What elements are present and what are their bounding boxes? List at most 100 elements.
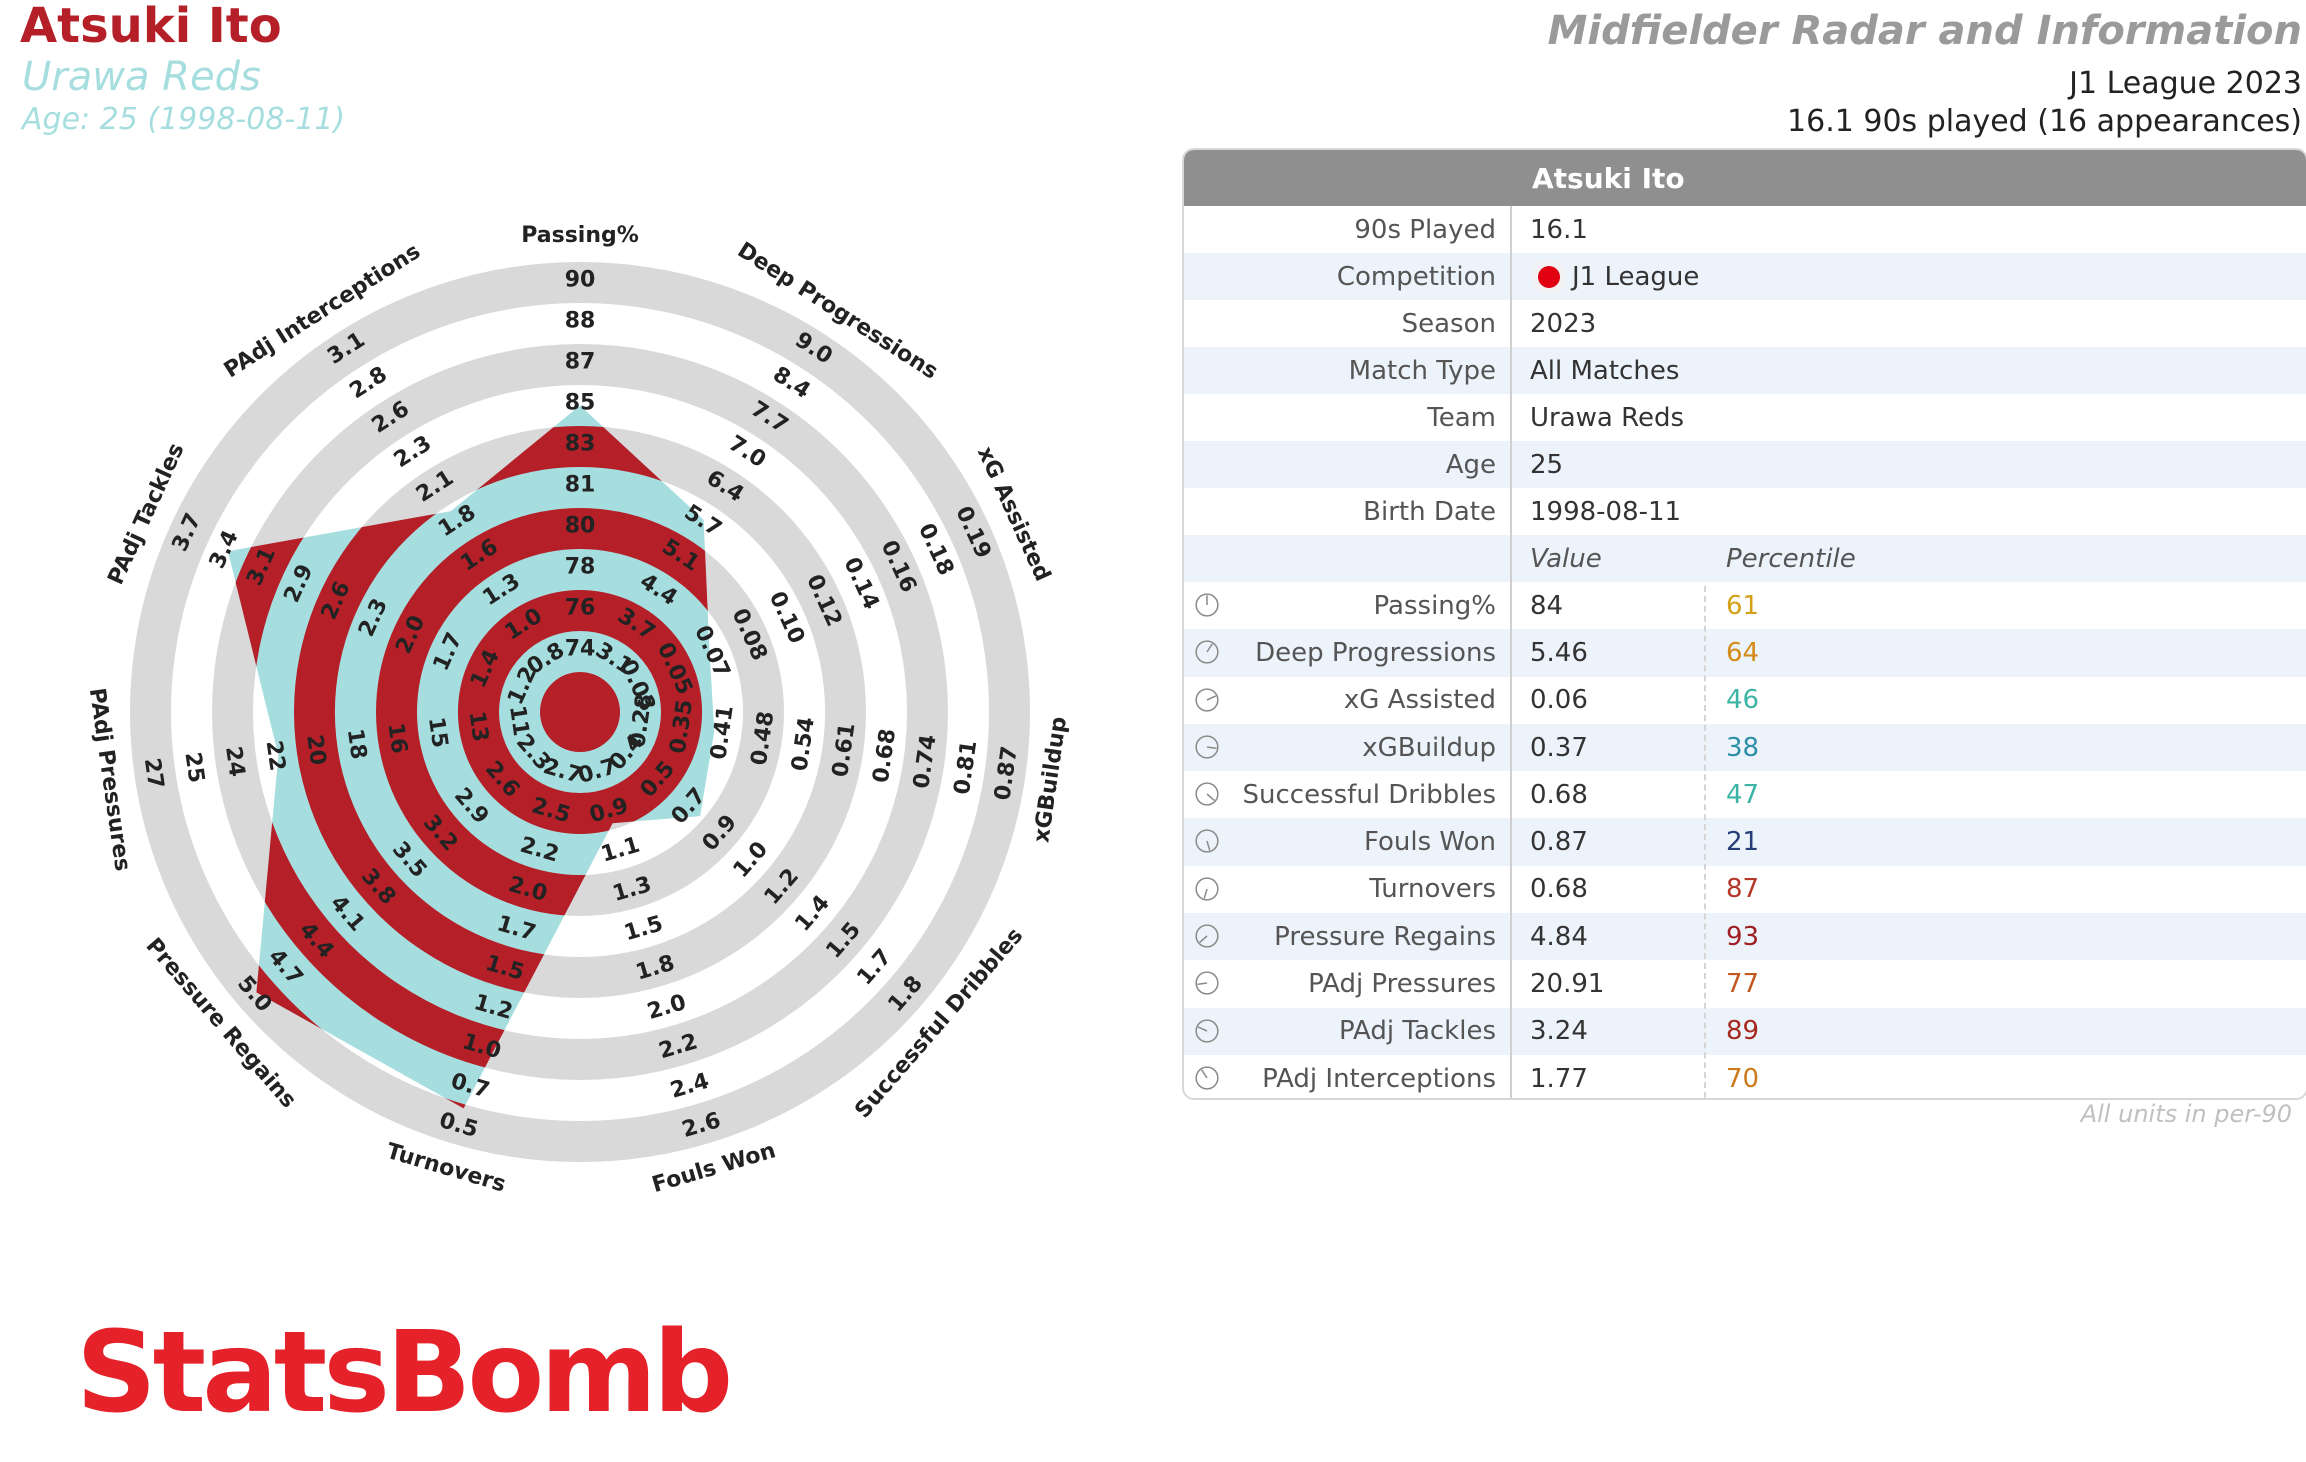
info-label: Competition <box>1336 261 1496 292</box>
metric-value: 84 <box>1530 590 1564 621</box>
metric-value: 20.91 <box>1530 969 1605 1000</box>
radar-metric-label: Passing% <box>521 223 639 248</box>
info-value-text: Urawa Reds <box>1530 402 1685 433</box>
clock-icon <box>1195 1066 1219 1090</box>
age-line: Age: 25 (1998-08-11) <box>22 102 346 137</box>
radar-tick-label: 20 <box>301 733 330 767</box>
info-value: 25 <box>1530 450 1563 480</box>
metric-percentile: 70 <box>1726 1063 1760 1094</box>
metric-value: 5.46 <box>1530 637 1588 668</box>
metric-percentile: 77 <box>1726 969 1760 1000</box>
column-divider <box>1510 206 1512 1098</box>
radar-tick-label: 2.0 <box>645 990 689 1025</box>
metric-label: Passing% <box>1373 590 1496 621</box>
radar-tick-label: 18 <box>342 727 371 761</box>
team-name: Urawa Reds <box>22 54 261 100</box>
clock-icon <box>1195 640 1219 664</box>
radar-tick-label: 0.68 <box>869 727 901 784</box>
metric-percentile: 89 <box>1726 1016 1760 1047</box>
metric-row: PAdj Pressures 20.91 77 <box>1184 960 2306 1007</box>
radar-tick-label: 0.54 <box>787 715 819 772</box>
radar-tick-label: 24 <box>220 745 249 779</box>
metric-row: Fouls Won 0.87 21 <box>1184 818 2306 866</box>
radar-metric-label: PAdj Pressures <box>84 686 135 872</box>
player-name: Atsuki Ito <box>20 0 282 54</box>
metric-row: Successful Dribbles 0.68 47 <box>1184 771 2306 818</box>
clock-icon <box>1195 924 1219 948</box>
metric-label: PAdj Tackles <box>1339 1016 1496 1047</box>
info-label: Team <box>1427 402 1496 433</box>
info-row: Competition J1 League <box>1184 253 2306 300</box>
metric-label: Deep Progressions <box>1255 637 1496 668</box>
radar-red-rings <box>227 405 715 1109</box>
metric-label: xG Assisted <box>1343 685 1496 716</box>
table-rows: 90s Played 16.1 Competition J1 League Se… <box>1184 206 2306 1098</box>
metric-percentile: 46 <box>1726 685 1760 716</box>
statsbomb-logo: StatsBomb <box>76 1308 733 1438</box>
metric-value: 0.06 <box>1530 685 1588 716</box>
metric-label: Successful Dribbles <box>1242 779 1497 810</box>
info-value-text: J1 League <box>1572 261 1700 292</box>
info-row: Age 25 <box>1184 441 2306 488</box>
radar-tick-label: 1.1 <box>598 833 642 868</box>
radar-tick-label: 27 <box>139 756 168 790</box>
info-value: 16.1 <box>1530 215 1588 245</box>
info-table: Atsuki Ito 90s Played 16.1 Competition J… <box>1182 148 2306 1100</box>
clock-icon <box>1195 735 1219 759</box>
metric-percentile: 38 <box>1726 732 1760 763</box>
metric-value: 3.24 <box>1530 1016 1588 1047</box>
clock-icon <box>1195 782 1219 806</box>
metric-percentile: 87 <box>1726 874 1760 905</box>
metric-row: Passing% 84 61 <box>1184 582 2306 629</box>
metric-label: xGBuildup <box>1362 732 1496 763</box>
metric-row: Deep Progressions 5.46 64 <box>1184 629 2306 677</box>
info-label: 90s Played <box>1354 214 1496 245</box>
radar-tick-label: 16 <box>382 721 411 755</box>
table-header-name: Atsuki Ito <box>1532 161 1685 195</box>
metric-row: xG Assisted 0.06 46 <box>1184 677 2306 724</box>
radar-tick-label: 78 <box>565 555 596 580</box>
info-value-text: All Matches <box>1530 355 1680 386</box>
value-column-header: Value <box>1530 543 1602 574</box>
radar-tick-label: 25 <box>179 751 208 785</box>
metric-row: PAdj Interceptions 1.77 70 <box>1184 1055 2306 1098</box>
info-value: All Matches <box>1530 356 1679 386</box>
metric-value: 0.68 <box>1530 779 1588 810</box>
metric-percentile: 21 <box>1726 827 1760 858</box>
report-title: Midfielder Radar and Information <box>1547 8 2302 54</box>
metric-value: 0.68 <box>1530 874 1588 905</box>
info-label: Season <box>1401 308 1496 339</box>
info-row: 90s Played 16.1 <box>1184 206 2306 253</box>
radar-tick-label: 0.81 <box>950 739 982 796</box>
metric-label: PAdj Pressures <box>1308 969 1496 1000</box>
radar-tick-label: 22 <box>261 739 290 773</box>
metric-value: 0.37 <box>1530 732 1588 763</box>
metric-percentile: 64 <box>1726 637 1760 668</box>
info-row: Match Type All Matches <box>1184 347 2306 394</box>
radar-tick-label: 76 <box>565 596 596 621</box>
radar-tick-label: 85 <box>565 391 596 416</box>
metric-value: 4.84 <box>1530 921 1588 952</box>
metric-header-row: Value Percentile <box>1184 535 2306 582</box>
info-label: Age <box>1445 449 1496 480</box>
info-value: 2023 <box>1530 309 1596 339</box>
metric-percentile: 47 <box>1726 779 1760 810</box>
japan-flag-icon <box>1538 266 1560 288</box>
info-row: Season 2023 <box>1184 300 2306 347</box>
clock-icon <box>1195 593 1219 617</box>
metric-row: PAdj Tackles 3.24 89 <box>1184 1007 2306 1055</box>
table-header: Atsuki Ito <box>1184 150 2306 206</box>
clock-icon <box>1195 829 1219 854</box>
radar-tick-label: 80 <box>565 514 596 539</box>
radar-tick-label: 81 <box>565 473 596 498</box>
radar-tick-label: 74 <box>565 637 596 662</box>
metric-percentile: 61 <box>1726 590 1760 621</box>
clock-icon <box>1195 971 1219 995</box>
metric-label: Pressure Regains <box>1274 921 1496 952</box>
radar-tick-label: 90 <box>565 268 596 293</box>
info-value: 1998-08-11 <box>1530 497 1681 527</box>
info-value: J1 League <box>1530 262 1699 292</box>
percentile-divider <box>1704 586 1706 1098</box>
radar-tick-label: 88 <box>565 309 596 334</box>
metric-label: Fouls Won <box>1363 827 1496 858</box>
